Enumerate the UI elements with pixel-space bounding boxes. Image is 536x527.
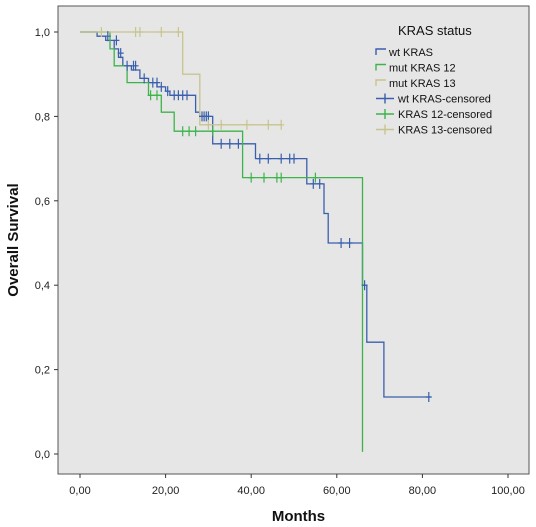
censor-mark [346, 238, 353, 248]
censor-mark [278, 119, 285, 130]
censor-mark [425, 392, 432, 402]
censor-mark [164, 86, 171, 97]
legend-title: KRAS status [398, 23, 472, 38]
legend-label: wt KRAS-censored [397, 94, 491, 106]
legend-label: mut KRAS 12 [389, 63, 456, 75]
censor-mark [243, 119, 250, 130]
legend-swatch [375, 63, 386, 71]
censor-mark [235, 138, 242, 149]
censor-mark [186, 126, 193, 137]
censor-mark [312, 172, 319, 183]
censor-mark [154, 77, 160, 88]
legend: KRAS status wt KRAS mut KRAS 12 mut KRAS 1… [375, 23, 492, 137]
censor-mark [278, 172, 285, 183]
legend-label: mut KRAS 13 [389, 78, 456, 90]
censor-mark [141, 73, 148, 84]
censor-mark [154, 90, 160, 101]
x-tick-label: 20,00 [152, 485, 180, 497]
censor-mark [192, 126, 199, 137]
censor-mark [291, 153, 297, 164]
y-tick-label: 0,8 [35, 111, 50, 123]
legend-swatch [376, 93, 394, 104]
censor-mark [179, 126, 186, 137]
censor-mark [184, 90, 190, 101]
censor-mark [361, 280, 368, 291]
censor-mark [316, 178, 323, 189]
x-tick-label: 60,00 [323, 485, 351, 497]
censor-mark [310, 178, 317, 189]
censor-mark [226, 138, 233, 149]
survival-line [80, 31, 282, 126]
censor-markers [98, 27, 432, 402]
censor-mark [124, 60, 131, 71]
censor-mark [113, 35, 120, 46]
legend-swatch [376, 109, 394, 119]
censor-mark [175, 27, 182, 37]
censor-mark [117, 48, 124, 59]
y-tick-label: 0,2 [35, 365, 50, 377]
survival-line [80, 31, 431, 398]
censor-mark [158, 27, 165, 37]
y-tick-label: 0,4 [35, 280, 50, 292]
censor-mark [218, 138, 225, 149]
censor-mark [205, 119, 212, 130]
y-tick-label: 0,0 [35, 449, 50, 461]
x-tick-label: 0,00 [69, 485, 90, 497]
censor-mark [265, 119, 272, 130]
censor-mark [104, 31, 111, 42]
censor-mark [265, 153, 272, 164]
legend-label: KRAS 12-censored [398, 109, 492, 121]
censor-mark [132, 60, 139, 71]
censor-mark [338, 238, 345, 248]
y-axis-title: Overall Survival [5, 183, 22, 296]
x-axis-title: Months [272, 508, 325, 525]
legend-swatch [375, 79, 386, 86]
censor-mark [205, 111, 212, 122]
x-tick-label: 80,00 [409, 485, 437, 497]
censor-mark [147, 90, 154, 101]
y-axis: 0,0 0,2 0,4 0,6 0,8 1,0 [35, 27, 58, 461]
plot-area [57, 5, 530, 475]
legend-label: KRAS 13-censored [398, 125, 492, 137]
censor-mark [98, 27, 105, 37]
y-tick-label: 0,6 [35, 196, 50, 208]
censor-mark [218, 119, 225, 130]
censor-mark [278, 153, 285, 164]
x-axis: 0,00 20,00 40,00 60,00 80,00 100,00 [69, 474, 525, 497]
legend-label: wt KRAS [388, 47, 433, 59]
censor-mark [136, 27, 143, 37]
censor-mark [261, 172, 267, 183]
censor-mark [158, 81, 165, 92]
y-tick-label: 1,0 [35, 27, 50, 39]
legend-swatch [376, 124, 394, 135]
x-tick-label: 40,00 [237, 485, 265, 497]
x-tick-label: 100,00 [491, 485, 525, 497]
legend-swatch [375, 48, 386, 55]
censor-mark [256, 153, 263, 164]
censor-mark [248, 172, 255, 183]
censor-mark [209, 126, 216, 137]
